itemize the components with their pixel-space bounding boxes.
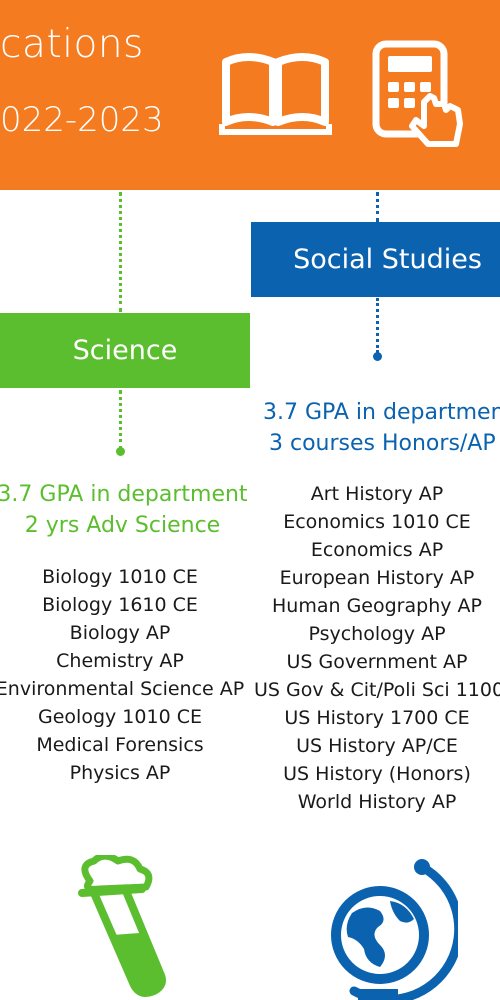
social-studies-title: Social Studies xyxy=(293,244,482,275)
science-header: Science xyxy=(0,313,250,388)
book-icon xyxy=(219,53,332,135)
list-item: World History AP xyxy=(297,791,457,813)
list-item: Economics 1010 CE xyxy=(283,511,471,533)
list-item: Economics AP xyxy=(310,539,444,561)
list-item: Environmental Science AP xyxy=(0,678,245,700)
social-connector-bottom xyxy=(376,298,379,353)
list-item: US Government AP xyxy=(286,651,468,673)
globe-icon xyxy=(331,859,458,1000)
page-subtitle: 022-2023 xyxy=(0,100,164,140)
science-title: Science xyxy=(72,335,178,366)
list-item: Biology AP xyxy=(69,622,171,644)
list-item: US History (Honors) xyxy=(283,763,471,785)
list-item: Biology 1010 CE xyxy=(42,566,198,588)
science-stats: 3.7 GPA in department 2 yrs Adv Science xyxy=(0,479,255,541)
social-connector-top xyxy=(376,192,379,222)
science-gpa: 3.7 GPA in department xyxy=(0,482,248,507)
list-item: Art History AP xyxy=(310,483,444,505)
science-adv: 2 yrs Adv Science xyxy=(24,513,221,538)
list-item: US History 1700 CE xyxy=(284,707,470,729)
test-tube-icon xyxy=(78,855,166,997)
social-stats: 3.7 GPA in departmen 3 courses Honors/AP xyxy=(255,397,500,459)
list-item: Medical Forensics xyxy=(36,734,204,756)
science-connector-bottom xyxy=(119,390,122,450)
list-item: European History AP xyxy=(279,567,475,589)
science-dot xyxy=(116,447,125,456)
list-item: Geology 1010 CE xyxy=(38,706,202,728)
list-item: US History AP/CE xyxy=(296,735,458,757)
list-item: US Gov & Cit/Poli Sci 1100 C xyxy=(254,679,500,701)
list-item: Biology 1610 CE xyxy=(42,594,198,616)
list-item: Chemistry AP xyxy=(56,650,184,672)
science-course-list: Biology 1010 CE Biology 1610 CE Biology … xyxy=(0,563,250,787)
social-studies-header: Social Studies xyxy=(251,222,500,297)
list-item: Human Geography AP xyxy=(272,595,482,617)
header-banner xyxy=(0,0,500,190)
calculator-icon xyxy=(372,40,463,147)
page-title: cations xyxy=(0,22,144,67)
list-item: Physics AP xyxy=(69,762,171,784)
social-dot xyxy=(373,352,382,361)
social-course-list: Art History AP Economics 1010 CE Economi… xyxy=(254,480,500,816)
science-connector-top xyxy=(119,192,122,312)
social-honors: 3 courses Honors/AP xyxy=(269,431,496,456)
list-item: Psychology AP xyxy=(308,623,446,645)
social-gpa: 3.7 GPA in departmen xyxy=(263,400,500,425)
